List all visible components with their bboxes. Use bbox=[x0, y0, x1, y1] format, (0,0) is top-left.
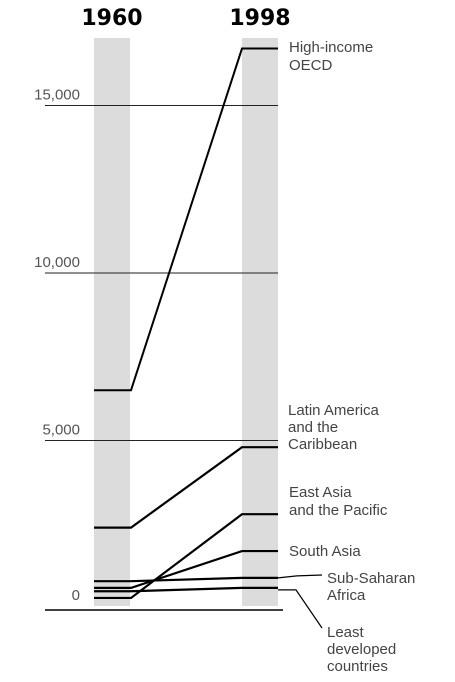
series-line-3 bbox=[94, 549, 278, 589]
x-tick-label-1960: 1960 bbox=[81, 6, 142, 31]
series-line-4 bbox=[94, 576, 278, 583]
x-year-labels: 1960 1998 bbox=[81, 6, 290, 31]
y-tick-labels: 0 5,000 10,000 15,000 bbox=[34, 87, 80, 605]
year-band-1960 bbox=[94, 38, 130, 606]
y-tick-label: 10,000 bbox=[34, 254, 80, 271]
leader-sub-saharan-africa bbox=[277, 574, 323, 579]
series-line-5 bbox=[94, 586, 278, 593]
series-label-1: Latin America and the Caribbean bbox=[288, 402, 380, 453]
year-band-1998 bbox=[242, 38, 278, 606]
y-tick-label: 15,000 bbox=[34, 87, 80, 104]
series-lines bbox=[94, 47, 323, 629]
gridlines bbox=[45, 105, 283, 611]
x-tick-label-1998: 1998 bbox=[229, 6, 290, 31]
y-tick-label: 0 bbox=[72, 587, 80, 604]
leader-least-developed bbox=[278, 589, 323, 629]
series-line-1 bbox=[94, 446, 278, 529]
series-label-3: South Asia bbox=[289, 543, 361, 560]
series-line-2 bbox=[94, 513, 278, 600]
series-label-4: Sub-Saharan Africa bbox=[327, 570, 415, 604]
year-bands bbox=[94, 38, 278, 606]
series-label-2: East Asia and the Pacific bbox=[289, 484, 388, 519]
series-label-0: High-income OECD bbox=[289, 39, 373, 74]
series-label-5: Least developed countries bbox=[327, 624, 396, 675]
y-tick-label: 5,000 bbox=[42, 422, 80, 439]
series-line-0 bbox=[94, 47, 278, 392]
series-labels: High-income OECD Latin America and the Carib… bbox=[288, 39, 415, 675]
